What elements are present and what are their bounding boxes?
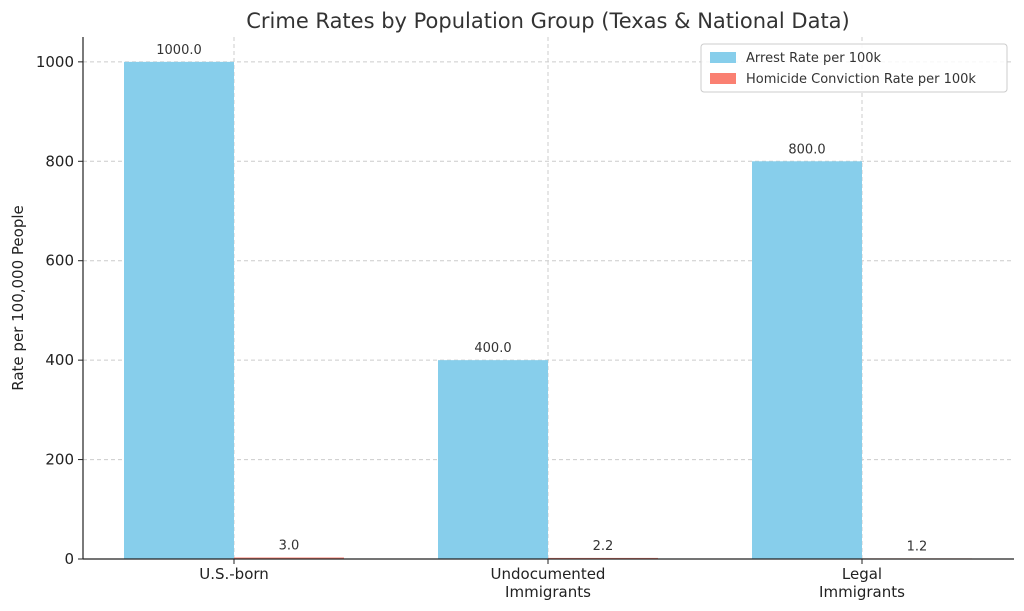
legend: Arrest Rate per 100k Homicide Conviction … [700,43,1008,93]
y-tick-label: 0 [64,550,74,568]
bar-value-label: 1.2 [907,539,928,554]
bar-arrest-1 [438,360,548,559]
x-tick-label: Undocumented Immigrants [491,565,606,601]
legend-label: Homicide Conviction Rate per 100k [746,72,976,87]
bar-arrest-0 [124,61,234,559]
legend-label: Arrest Rate per 100k [746,51,882,66]
bar-labels: 1000.0 400.0 800.0 3.0 2.2 1.2 [156,43,927,555]
bar-value-label: 3.0 [279,539,300,554]
x-ticks: U.S.-born Undocumented Immigrants Legal Immi… [199,559,905,601]
y-tick-label: 200 [45,451,74,469]
bar-homicide-0 [234,557,344,559]
y-axis-label: Rate per 100,000 People [9,205,27,390]
y-tick-label: 800 [45,152,74,170]
bar-value-label: 800.0 [788,142,825,157]
bars [124,61,972,560]
y-tick-label: 400 [45,351,74,369]
x-tick-label: U.S.-born [199,565,269,583]
bar-value-label: 2.2 [593,539,614,554]
x-tick-label: Legal Immigrants [819,565,905,601]
legend-swatch [710,73,736,84]
bar-value-label: 400.0 [474,341,511,356]
y-ticks: 0 200 400 600 800 1000 [36,53,83,568]
y-tick-label: 1000 [36,53,74,71]
legend-box [700,43,1008,93]
legend-swatch [710,52,736,63]
chart-title: Crime Rates by Population Group (Texas &… [246,9,849,33]
bar-value-label: 1000.0 [156,43,202,58]
y-tick-label: 600 [45,252,74,270]
bar-arrest-2 [752,161,862,560]
